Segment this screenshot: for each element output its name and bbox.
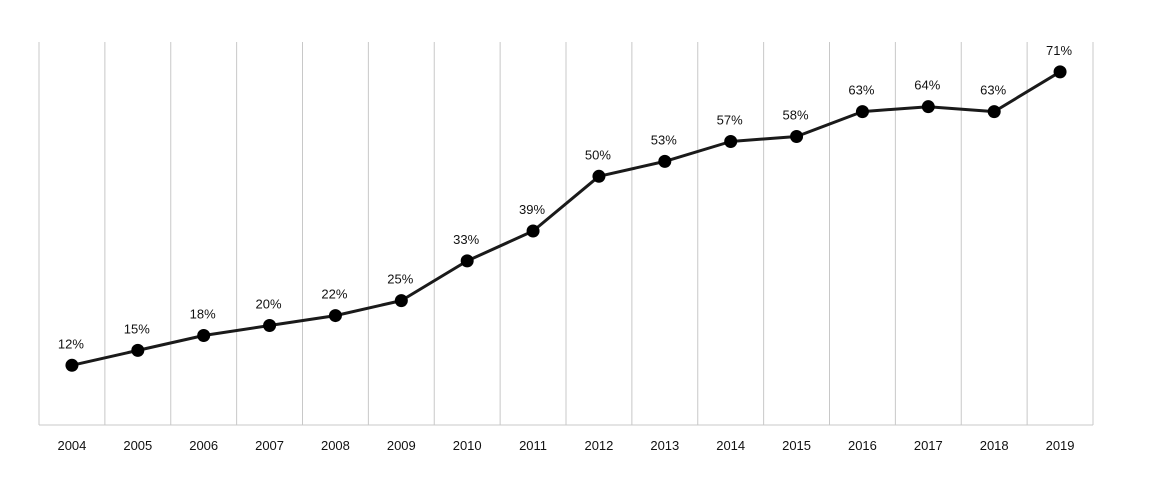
data-point-2012 — [592, 169, 606, 183]
x-tick-label-2012: 2012 — [584, 438, 613, 453]
data-point-2013 — [658, 154, 672, 168]
x-tick-label-2011: 2011 — [519, 438, 547, 453]
data-point-2008 — [328, 309, 342, 323]
data-point-2017 — [921, 100, 935, 114]
data-label-2014: 57% — [717, 112, 743, 127]
data-point-2018 — [987, 105, 1001, 119]
data-label-2009: 25% — [387, 272, 413, 287]
series-line-layer — [70, 70, 1062, 367]
data-point-2011 — [526, 224, 540, 238]
data-point-2006 — [197, 328, 211, 342]
data-label-2008: 22% — [321, 287, 347, 302]
data-label-2011: 39% — [519, 202, 545, 217]
x-tick-labels: 2004 2005 2006 2007 2008 2009 2010 2011 2012 2013… — [57, 438, 1074, 453]
data-point-2014 — [724, 134, 738, 148]
data-label-2018: 63% — [980, 83, 1006, 98]
x-tick-label-2006: 2006 — [189, 438, 218, 453]
data-label-2007: 20% — [256, 297, 282, 312]
data-point-2019 — [1053, 65, 1067, 79]
x-tick-label-2008: 2008 — [321, 438, 350, 453]
data-point-2010 — [460, 254, 474, 268]
data-label-2012: 50% — [585, 147, 611, 162]
data-point-2016 — [855, 105, 869, 119]
data-point-2004 — [65, 358, 79, 372]
data-label-layer: 12% 15% 18% 20% 22% 25% 33% 39% 50% 53% 57% 58% 63% 6… — [58, 43, 1073, 351]
data-label-2005: 15% — [124, 321, 150, 336]
x-tick-label-2014: 2014 — [716, 438, 745, 453]
x-tick-label-2004: 2004 — [57, 438, 86, 453]
data-label-2019: 71% — [1046, 43, 1072, 58]
series-line — [70, 70, 1062, 367]
data-label-2017: 64% — [914, 78, 940, 93]
marker-layer — [65, 65, 1067, 372]
x-tick-label-2019: 2019 — [1046, 438, 1075, 453]
data-point-2009 — [394, 294, 408, 308]
data-label-2004: 12% — [58, 336, 84, 351]
grid-lines — [38, 42, 1094, 425]
x-tick-label-2018: 2018 — [980, 438, 1009, 453]
x-tick-label-2010: 2010 — [453, 438, 482, 453]
data-point-2007 — [263, 319, 277, 333]
data-point-2015 — [790, 130, 804, 144]
x-tick-label-2017: 2017 — [914, 438, 943, 453]
data-label-2006: 18% — [190, 306, 216, 321]
x-tick-label-2015: 2015 — [782, 438, 811, 453]
x-tick-label-2016: 2016 — [848, 438, 877, 453]
x-tick-label-2007: 2007 — [255, 438, 284, 453]
x-tick-label-2013: 2013 — [650, 438, 679, 453]
x-tick-label-2005: 2005 — [123, 438, 152, 453]
data-label-2013: 53% — [651, 132, 677, 147]
data-point-2005 — [131, 343, 145, 357]
data-label-2016: 63% — [848, 83, 874, 98]
x-tick-label-2009: 2009 — [387, 438, 416, 453]
data-label-2010: 33% — [453, 232, 479, 247]
data-label-2015: 58% — [783, 108, 809, 123]
